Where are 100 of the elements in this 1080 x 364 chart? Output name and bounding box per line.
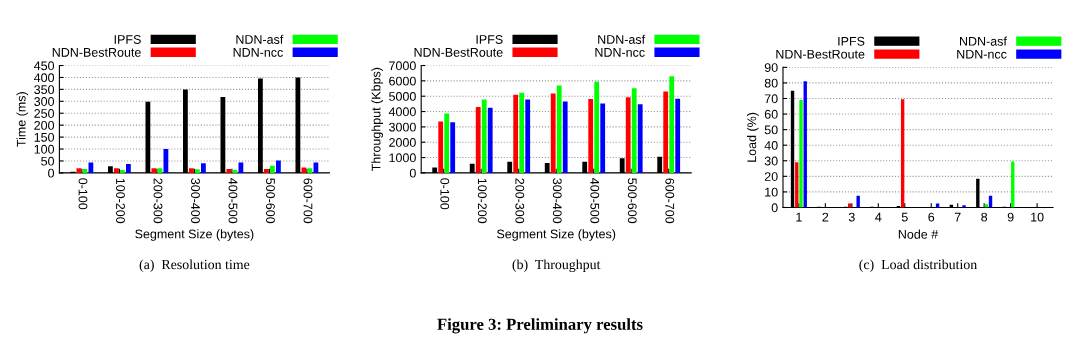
y-tick-label: 1000	[389, 153, 416, 163]
x-tick-label: 1	[796, 212, 802, 222]
legend-label: NDN-asf	[236, 34, 284, 44]
bar	[114, 168, 119, 173]
text: (a) Resolution time	[139, 259, 250, 273]
bar	[120, 170, 125, 173]
legend-label: NDN-asf	[598, 34, 646, 44]
x-tick-label: 300-400	[191, 178, 200, 224]
x-tick-label: 400-500	[228, 178, 238, 224]
y-tick-label: 40	[764, 141, 778, 150]
x-tick-label: 600-700	[303, 178, 313, 224]
legend-label: NDN-BestRoute	[414, 48, 503, 57]
bar	[444, 113, 450, 173]
y-tick-label: 4000	[388, 107, 416, 117]
x-tick-label: 8	[981, 212, 988, 222]
bar	[675, 98, 681, 173]
y-tick-label: 6000	[389, 76, 416, 86]
x-tick-label: 500-600	[266, 178, 275, 224]
y-axis-title: Time (ms)	[16, 92, 29, 147]
bar	[513, 94, 519, 173]
y-tick-label: 70	[764, 94, 778, 104]
x-tick-label: 300-400	[552, 178, 562, 224]
y-tick-label: 90	[764, 63, 778, 72]
x-tick-label: 6	[928, 212, 935, 222]
y-tick-label: 250	[34, 109, 55, 118]
legend-label: NDN-ncc	[595, 48, 645, 57]
x-tick-label: 100-200	[116, 178, 125, 224]
y-tick-label: 7000	[389, 61, 416, 71]
y-tick-label: 20	[764, 172, 778, 181]
y-tick-label: 80	[764, 78, 778, 88]
x-tick-label: 500-600	[627, 178, 637, 224]
bar	[126, 164, 131, 173]
y-tick-label: 5000	[389, 92, 416, 101]
x-tick-label: 200-300	[153, 178, 163, 224]
legend-label: NDN-ncc	[233, 48, 283, 57]
x-tick-label: 3	[848, 212, 855, 222]
x-tick-label: 400-500	[590, 178, 600, 224]
y-tick-label: 350	[34, 85, 55, 95]
x-axis-title: Segment Size (bytes)	[135, 229, 254, 241]
bar	[481, 99, 487, 173]
x-tick-label: 200-300	[515, 178, 525, 224]
bar	[438, 121, 444, 173]
bar	[201, 163, 206, 173]
y-tick-label: 150	[34, 132, 55, 142]
y-tick-label: 50	[764, 125, 778, 135]
x-tick-label: 0-100	[440, 178, 450, 210]
bar	[487, 107, 493, 173]
y-tick-label: 400	[33, 73, 55, 83]
y-axis-title: Load (%)	[747, 112, 759, 162]
x-tick-label: 7	[954, 212, 961, 222]
legend-label: NDN-BestRoute	[776, 49, 865, 59]
bar	[962, 205, 966, 208]
caption: Figure 3: Preliminary results	[437, 318, 643, 334]
x-tick-label: 5	[901, 212, 908, 222]
text: (b) Throughput	[512, 259, 601, 273]
bar	[519, 92, 525, 173]
x-tick-label: 2	[822, 212, 829, 222]
y-tick-label: 3000	[389, 122, 416, 132]
legend-label: NDN-asf	[960, 36, 1007, 46]
x-tick-label: 600-700	[665, 178, 675, 224]
x-tick-label: 100-200	[477, 178, 487, 224]
y-tick-label: 60	[764, 109, 778, 119]
x-tick-label: 0-100	[78, 178, 88, 210]
y-tick-label: 0	[409, 168, 416, 178]
bar	[562, 101, 568, 173]
bar	[588, 98, 594, 173]
legend-label: IPFS	[114, 35, 141, 44]
bar	[189, 168, 194, 173]
bar	[625, 97, 631, 173]
bar	[637, 104, 643, 173]
legend-label: NDN-BestRoute	[52, 48, 141, 57]
bar	[475, 106, 481, 173]
y-tick-label: 300	[34, 97, 55, 106]
x-axis-title: Node #	[898, 229, 939, 239]
bar	[525, 99, 531, 173]
bar	[556, 85, 562, 173]
x-tick-label: 10	[1031, 212, 1044, 222]
legend-label: NDN-ncc	[957, 49, 1007, 59]
y-tick-label: 0	[48, 168, 55, 178]
bar	[799, 100, 803, 208]
y-tick-label: 200	[34, 120, 55, 130]
bar	[594, 81, 600, 173]
bar	[663, 91, 669, 173]
bar	[276, 160, 281, 173]
y-axis-title: Throughput (Kbps)	[371, 67, 383, 172]
x-tick-label: 4	[875, 212, 882, 222]
bar	[550, 93, 556, 173]
legend-label: IPFS	[838, 36, 865, 46]
bar	[195, 169, 200, 173]
y-tick-label: 30	[764, 156, 778, 166]
bar	[264, 169, 269, 173]
y-tick-label: 0	[771, 203, 778, 213]
y-tick-label: 100	[34, 144, 55, 154]
x-tick-label: 9	[1007, 212, 1014, 222]
bar	[669, 76, 675, 173]
bar	[631, 88, 637, 173]
legend-label: IPFS	[476, 35, 503, 44]
bar	[270, 165, 275, 173]
bar	[856, 195, 860, 208]
y-tick-label: 2000	[389, 138, 416, 147]
